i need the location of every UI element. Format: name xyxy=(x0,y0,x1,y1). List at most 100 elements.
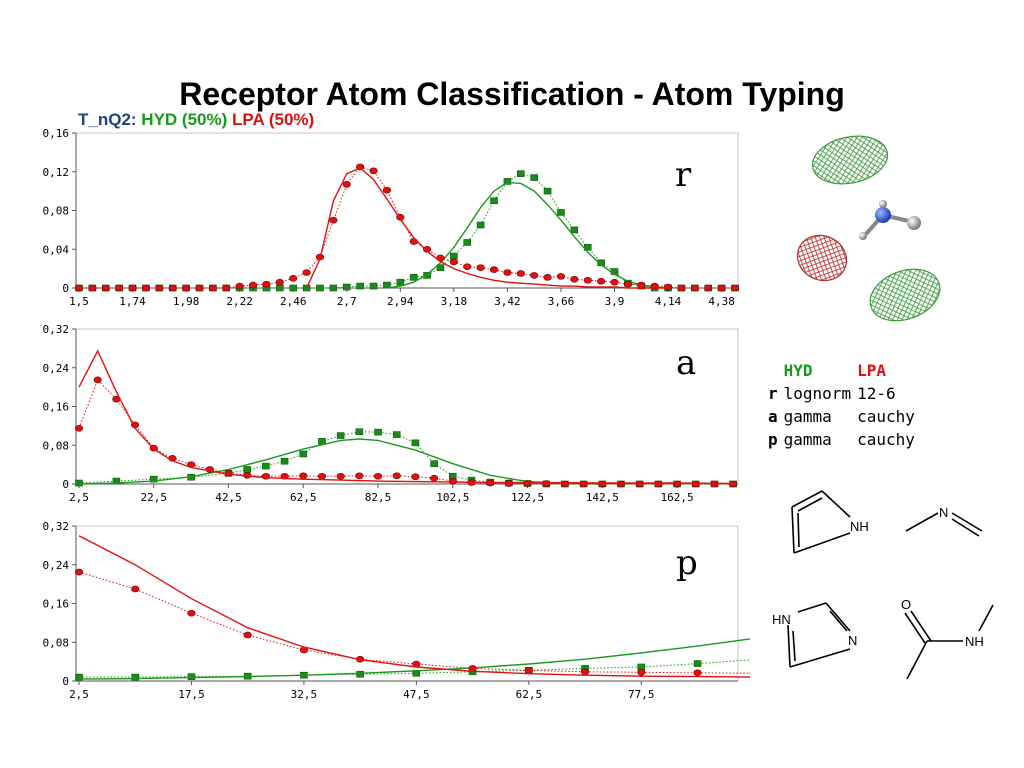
x-tick-label: 102,5 xyxy=(436,491,469,504)
table-row: r lognorm 12-6 xyxy=(768,383,921,406)
lpa-data-point xyxy=(616,480,626,488)
atom-nitrogen xyxy=(875,207,891,223)
hyd-data-point xyxy=(430,460,438,467)
lpa-data-point xyxy=(369,167,378,175)
amide-nh-label: NH xyxy=(965,634,984,649)
hyd-data-point xyxy=(374,428,382,436)
pyrrole-structure: NH xyxy=(791,490,869,554)
chart-p: 0 0,08 0,16 0,24 0,32 2,5 17,5 32,5 47,5 62,5 77,5… xyxy=(43,520,750,701)
lpa-data-point xyxy=(583,276,592,284)
lpa-data-point xyxy=(329,216,338,224)
legend-header: T_nQ2: HYD (50%) LPA (50%) xyxy=(78,110,314,130)
receptor-mesh-illustration xyxy=(796,135,941,322)
hyd-data-point xyxy=(187,673,196,680)
lpa-data-point xyxy=(637,668,646,676)
y-tick-label: 0,32 xyxy=(43,520,70,533)
lpa-data-point xyxy=(610,278,619,286)
lpa-data-point xyxy=(88,284,97,292)
imidazole-structure: HN N xyxy=(772,602,857,668)
y-tick-label: 0,08 xyxy=(43,439,70,452)
imine-n-label: N xyxy=(939,505,948,520)
x-tick-label: 2,94 xyxy=(387,295,414,308)
hyd-data-point xyxy=(516,170,525,177)
lpa-data-point xyxy=(141,284,151,292)
lpa-data-point xyxy=(579,480,588,488)
lpa-data-point xyxy=(560,480,570,488)
x-tick-label: 17,5 xyxy=(178,688,205,701)
hyd-data-point xyxy=(356,282,364,290)
hyd-data-point xyxy=(75,479,83,487)
lpa-data-point xyxy=(677,284,686,292)
atom-hydrogen-top xyxy=(879,200,887,208)
hyd-data-point xyxy=(557,209,565,216)
y-tick-label: 0 xyxy=(62,478,69,491)
table-corner xyxy=(768,360,784,383)
y-tick-label: 0 xyxy=(62,675,69,688)
row-key: a xyxy=(768,407,778,426)
imidazole-n-label: N xyxy=(848,633,857,648)
lpa-data-point xyxy=(690,284,699,292)
cell-hyd: gamma xyxy=(783,430,832,449)
x-tick-label: 3,42 xyxy=(494,295,521,308)
imine-structure: N xyxy=(905,505,983,537)
x-tick-label: 2,22 xyxy=(226,295,253,308)
lpa-data-point xyxy=(168,284,177,292)
lpa-data-point xyxy=(101,284,110,292)
hyd-data-point xyxy=(356,670,364,678)
lpa-data-point xyxy=(516,270,525,277)
x-tick-label: 4,38 xyxy=(708,295,735,308)
hyd-data-point xyxy=(369,282,378,290)
hyd-data-point xyxy=(476,221,485,229)
imidazole-hn-label: HN xyxy=(772,612,791,627)
dotted-line-hyd xyxy=(78,431,734,485)
hyd-data-point xyxy=(280,457,289,465)
lpa-data-point xyxy=(342,181,351,188)
hyd-data-point xyxy=(543,187,552,195)
lpa-data-point xyxy=(623,280,632,288)
y-tick-label: 0,16 xyxy=(43,128,70,140)
row-key: r xyxy=(768,384,778,403)
hyd-data-point xyxy=(423,272,431,279)
x-tick-label: 142,5 xyxy=(586,491,619,504)
hyd-data-point xyxy=(392,431,401,438)
lpa-data-point xyxy=(248,281,258,289)
hyd-data-point xyxy=(149,475,158,483)
legend-lpa: LPA (50%) xyxy=(232,110,315,129)
hyd-data-point xyxy=(411,439,420,447)
y-tick-label: 0,16 xyxy=(43,598,70,611)
lpa-data-point xyxy=(476,264,485,271)
lpa-data-point xyxy=(654,480,663,488)
x-tick-label: 2,5 xyxy=(69,688,89,701)
lpa-data-point xyxy=(93,376,102,384)
lpa-data-point xyxy=(570,275,579,283)
header-lpa: LPA xyxy=(857,361,886,380)
legend-hyd: HYD (50%) xyxy=(141,110,228,129)
lpa-data-point xyxy=(275,278,284,286)
x-tick-label: 162,5 xyxy=(661,491,694,504)
lpa-data-point xyxy=(131,585,140,593)
row-key: p xyxy=(768,430,778,449)
hyd-data-point xyxy=(570,226,579,234)
x-tick-label: 3,9 xyxy=(605,295,625,308)
lpa-data-point xyxy=(504,480,513,487)
header-hyd: HYD xyxy=(783,361,813,380)
lpa-data-point xyxy=(524,667,533,674)
chart-r: 0 0,04 0,08 0,12 0,16 1,5 1,74 1,98 2,22 2,46 2,7 2… xyxy=(43,128,740,308)
hyd-data-point xyxy=(693,660,702,667)
lpa-data-point xyxy=(693,669,702,677)
lpa-data-point xyxy=(74,568,84,576)
lpa-data-point xyxy=(449,258,458,266)
lpa-data-point xyxy=(556,273,566,280)
plot-frame xyxy=(75,132,739,289)
hyd-data-point xyxy=(490,197,498,205)
y-tick-label: 0,16 xyxy=(43,401,70,414)
hyd-data-point xyxy=(329,284,338,292)
lpa-data-point xyxy=(382,186,392,194)
table-row: p gamma cauchy xyxy=(768,429,921,452)
hyd-data-point xyxy=(336,432,345,439)
lpa-data-point xyxy=(530,272,539,279)
lpa-data-point xyxy=(392,472,401,480)
y-tick-label: 0,24 xyxy=(43,559,70,572)
lpa-data-point xyxy=(74,424,84,432)
legend-label: T_nQ2: xyxy=(78,110,137,129)
